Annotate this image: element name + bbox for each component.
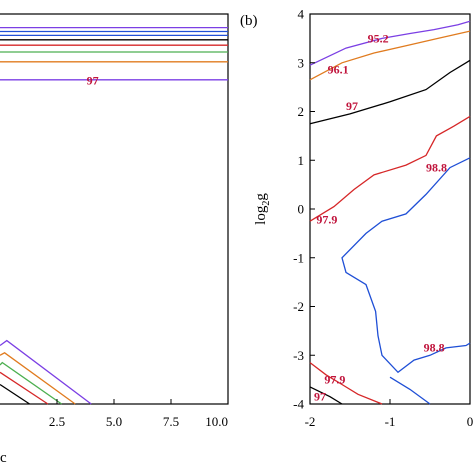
x-tick-label: -2 bbox=[305, 414, 316, 429]
panel-a-plot-frame bbox=[0, 13, 229, 405]
panel-b-contours bbox=[309, 20, 471, 405]
contour-line bbox=[0, 371, 49, 405]
panel-a-contours bbox=[0, 26, 228, 405]
x-tick-label: 5.0 bbox=[106, 414, 122, 429]
y-axis-title-main: log bbox=[253, 205, 269, 225]
panel-a-x-axis-title: c bbox=[0, 450, 7, 466]
panel-b-y-axis-title: log2g bbox=[253, 193, 272, 225]
x-tick-label: -1 bbox=[385, 414, 396, 429]
y-tick-label: -1 bbox=[293, 250, 304, 265]
contour-label: 98.8 bbox=[424, 340, 445, 354]
contour-line bbox=[309, 30, 471, 81]
y-tick-label: 2 bbox=[298, 104, 305, 119]
y-tick-label: 1 bbox=[298, 153, 305, 168]
panel-b-contour-labels: 95.2 96.1 97 98.8 97.9 98.8 97.9 97 bbox=[314, 31, 447, 403]
contour-line bbox=[0, 383, 30, 405]
x-tick-label: 10.0 bbox=[205, 414, 228, 429]
contour-line bbox=[0, 339, 92, 405]
contour-label: 95.2 bbox=[368, 31, 389, 45]
y-axis-title-subscript: 2 bbox=[261, 201, 272, 206]
panel-a-contour-labels: 97 bbox=[87, 74, 99, 88]
contour-label: 97 bbox=[87, 74, 99, 88]
contour-line bbox=[309, 20, 471, 66]
x-tick-label: 0 bbox=[467, 414, 474, 429]
contour-line bbox=[309, 59, 471, 125]
y-tick-label: -4 bbox=[293, 397, 304, 412]
contour-label: 97 bbox=[314, 390, 326, 404]
y-tick-label: -3 bbox=[293, 348, 304, 363]
panel-a: 97 2.5 5.0 7.5 10.0 c bbox=[0, 13, 229, 466]
panel-b-label: (b) bbox=[240, 13, 258, 29]
contour-label: 98.8 bbox=[426, 160, 447, 174]
contour-line bbox=[341, 157, 471, 374]
contour-label: 97.9 bbox=[324, 373, 345, 387]
panel-b-y-axis: -4 -3 -2 -1 0 1 2 3 4 bbox=[293, 7, 315, 412]
contour-line bbox=[309, 362, 383, 405]
x-tick-label: 2.5 bbox=[49, 414, 65, 429]
contour-line bbox=[389, 376, 431, 405]
y-tick-label: 3 bbox=[298, 55, 305, 70]
x-tick-label: 7.5 bbox=[163, 414, 179, 429]
contour-line bbox=[0, 352, 76, 405]
y-tick-label: -2 bbox=[293, 299, 304, 314]
contour-line bbox=[309, 115, 471, 222]
y-tick-label: 4 bbox=[298, 7, 305, 22]
panel-b-x-axis: -2 -1 0 bbox=[305, 399, 474, 429]
panel-a-x-axis: 2.5 5.0 7.5 10.0 bbox=[49, 399, 229, 429]
contour-label: 96.1 bbox=[328, 62, 349, 76]
contour-label: 97 bbox=[346, 99, 358, 113]
y-axis-title-tail: g bbox=[253, 193, 269, 201]
y-tick-label: 0 bbox=[298, 202, 305, 217]
contour-line bbox=[0, 361, 62, 405]
contour-label: 97.9 bbox=[316, 213, 337, 227]
contour-line bbox=[309, 386, 343, 405]
